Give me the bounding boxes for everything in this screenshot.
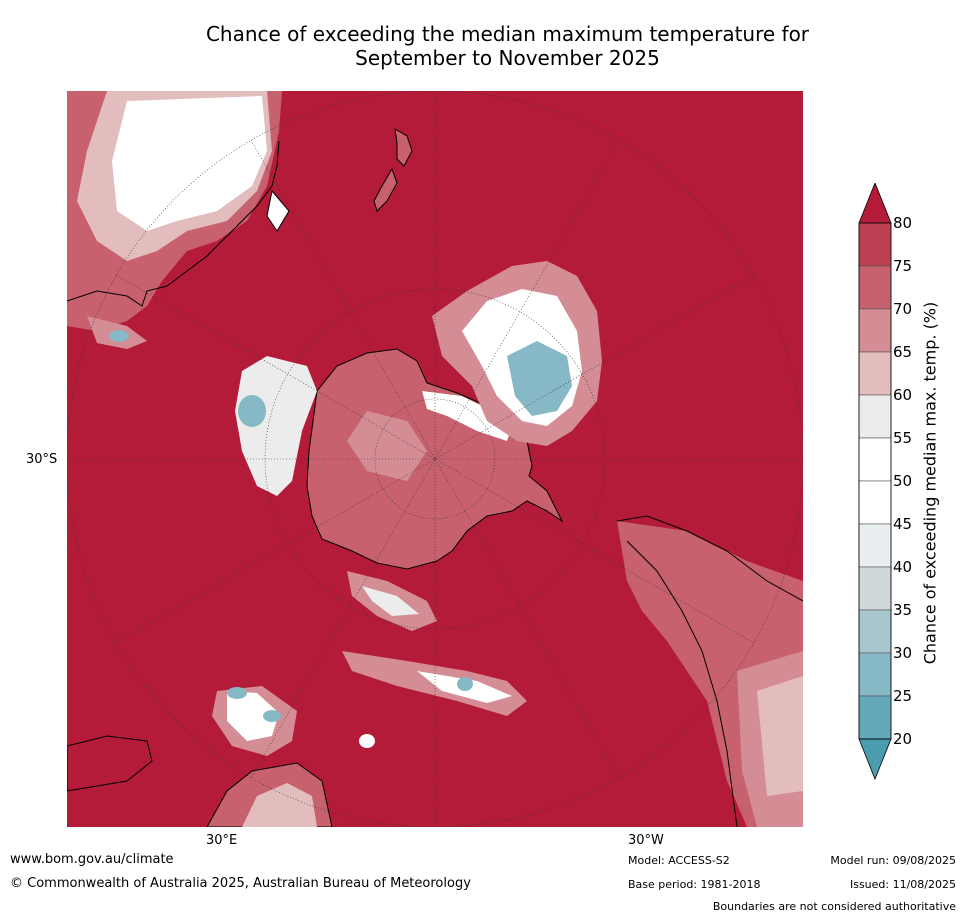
new-zealand (373, 128, 413, 212)
lat-label-30s: 30°S (26, 452, 58, 467)
colorbar-band (858, 609, 892, 654)
colorbar-tick-label: 45 (893, 515, 913, 533)
graticule (67, 91, 803, 827)
colorbar-outline (858, 222, 892, 740)
lon-label-30w: 30°W (628, 833, 664, 848)
colorbar-band (858, 265, 892, 310)
colorbar-tick-label: 20 (893, 730, 913, 748)
colorbar-band (858, 222, 892, 267)
africa (67, 735, 333, 827)
colorbar-tick-label: 50 (893, 472, 913, 490)
colorbar-tick-label: 30 (893, 644, 913, 662)
antarctica (306, 348, 564, 570)
lon-label-30e: 30°E (206, 833, 238, 848)
colorbar-band (858, 695, 892, 740)
colorbar-band (858, 351, 892, 396)
footer-url[interactable]: www.bom.gov.au/climate (10, 852, 174, 867)
map-canvas (67, 91, 803, 827)
footer-model-run: Model run: 09/08/2025 (830, 854, 956, 867)
colorbar-band (858, 652, 892, 697)
australia-region (67, 91, 290, 349)
title-line-2: September to November 2025 (355, 46, 660, 70)
colorbar-band (858, 308, 892, 353)
footer-model: Model: ACCESS-S2 (628, 854, 730, 867)
colorbar-band (858, 480, 892, 525)
footer-copyright: © Commonwealth of Australia 2025, Austra… (10, 876, 471, 891)
colorbar-tick-label: 70 (893, 300, 913, 318)
colorbar-tick-label: 60 (893, 386, 913, 404)
chart-title: Chance of exceeding the median maximum t… (0, 22, 965, 70)
colorbar-arrow-top (858, 183, 892, 224)
cool-anomaly-patches (212, 261, 602, 756)
south-america (616, 515, 803, 827)
colorbar-band (858, 437, 892, 482)
colorbar-band (858, 394, 892, 439)
colorbar-band (858, 566, 892, 611)
colorbar-tick-label: 40 (893, 558, 913, 576)
footer-disclaimer: Boundaries are not considered authoritat… (712, 900, 956, 913)
colorbar-label: Chance of exceeding median max. temp. (%… (920, 301, 940, 665)
title-line-1: Chance of exceeding the median maximum t… (205, 22, 810, 46)
colorbar-tick-label: 75 (893, 257, 913, 275)
colorbar-tick-label: 80 (893, 214, 913, 232)
colorbar-band (858, 523, 892, 568)
colorbar-tick-label: 25 (893, 687, 913, 705)
colorbar-tick-label: 55 (893, 429, 913, 447)
footer-issued: Issued: 11/08/2025 (849, 878, 956, 891)
colorbar (858, 183, 892, 781)
footer-base-period: Base period: 1981-2018 (628, 878, 761, 891)
colorbar-tick-label: 65 (893, 343, 913, 361)
colorbar-tick-label: 35 (893, 601, 913, 619)
map-panel[interactable] (67, 91, 803, 827)
colorbar-arrow-bottom (858, 738, 892, 781)
